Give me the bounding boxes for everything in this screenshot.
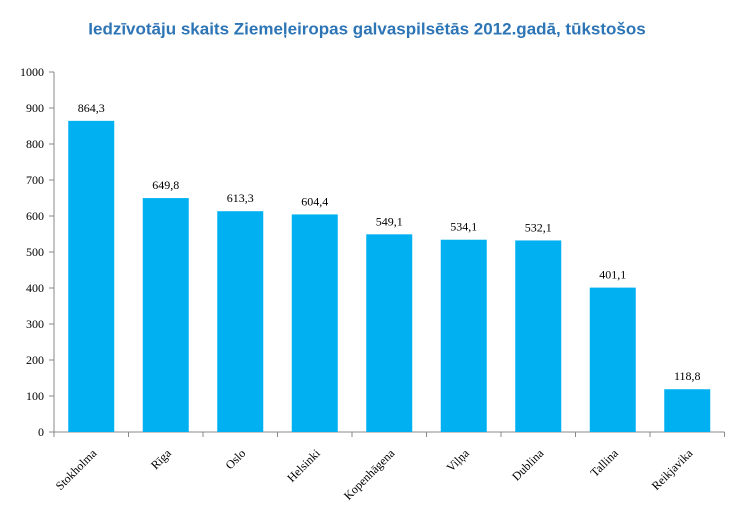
y-tick-label: 300 [26, 317, 44, 331]
y-tick-label: 0 [38, 425, 44, 439]
x-tick-label: Stokholma [53, 446, 100, 493]
data-label: 532,1 [525, 220, 552, 234]
data-label: 649,8 [152, 178, 179, 192]
y-tick-label: 400 [26, 281, 44, 295]
x-tick-label: Oslo [222, 446, 248, 472]
data-label: 604,4 [301, 194, 328, 208]
bar [440, 239, 487, 432]
y-tick-label: 800 [26, 137, 44, 151]
x-tick-label: Viļņa [444, 446, 473, 475]
x-tick-label: Rīga [148, 446, 174, 472]
bar [217, 211, 264, 432]
y-tick-label: 1000 [20, 65, 44, 79]
bar [515, 240, 562, 432]
data-label: 864,3 [78, 101, 105, 115]
y-tick-label: 500 [26, 245, 44, 259]
x-tick-label: Tallina [588, 446, 622, 480]
x-tick-label: Reikjavika [649, 446, 696, 493]
chart-title: Iedzīvotāju skaits Ziemeļeiropas galvasp… [88, 19, 645, 38]
y-tick-label: 100 [26, 389, 44, 403]
bar [291, 214, 338, 432]
bar [68, 120, 115, 433]
data-label: 549,1 [376, 214, 403, 228]
data-label: 118,8 [674, 369, 701, 383]
data-label: 401,1 [599, 268, 626, 282]
x-tick-label: Helsinki [284, 446, 323, 485]
bar [142, 198, 189, 432]
data-label: 613,3 [227, 191, 254, 205]
y-tick-label: 700 [26, 173, 44, 187]
y-tick-label: 600 [26, 209, 44, 223]
bar [664, 389, 711, 432]
bar [366, 234, 413, 432]
x-tick-label: Kopenhāgena [341, 446, 398, 503]
x-tick-label: Dublina [509, 446, 547, 484]
y-tick-label: 900 [26, 101, 44, 115]
data-label: 534,1 [450, 220, 477, 234]
bar [589, 287, 636, 432]
y-tick-label: 200 [26, 353, 44, 367]
